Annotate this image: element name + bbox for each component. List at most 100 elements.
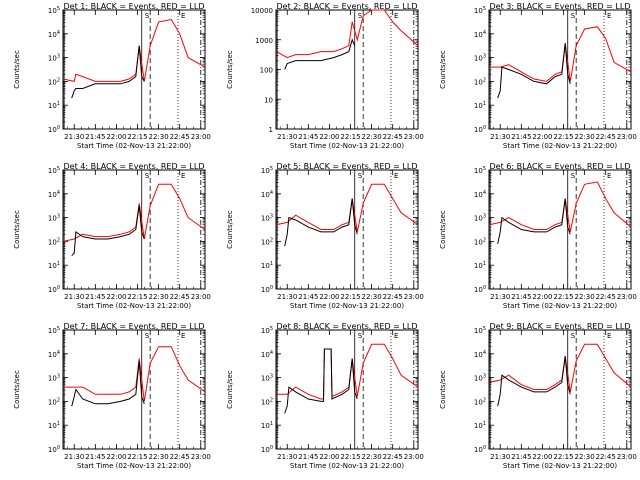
chart-title: Det 7: BLACK = Events, RED = LLD [64, 322, 205, 331]
y-tick-label: 101 [474, 261, 486, 270]
x-tick-label: 21:30 [277, 293, 297, 301]
y-tick-label: 105 [48, 166, 60, 175]
y-axis-label: Counts/sec [439, 210, 447, 249]
series-line-black [497, 198, 571, 244]
x-tick-label: 22:30 [362, 453, 382, 461]
marker-label-s: S [571, 332, 576, 340]
y-tick-label: 104 [48, 30, 60, 39]
x-tick-label: 22:45 [596, 133, 616, 141]
marker-label-e: E [181, 12, 185, 20]
marker-label-s: S [145, 12, 150, 20]
chart-panel-2: Det 2: BLACK = Events, RED = LLD 1 10 100 10… [226, 2, 424, 150]
x-tick-label: 22:00 [319, 293, 339, 301]
x-tick-label: 22:30 [362, 293, 382, 301]
x-tick-label: 22:15 [340, 133, 360, 141]
chart-title: Det 5: BLACK = Events, RED = LLD [277, 162, 418, 171]
x-tick-label: 21:30 [64, 293, 84, 301]
y-tick-label: 102 [48, 77, 60, 86]
y-tick-label: 10000 [251, 7, 273, 15]
marker-label-s: S [358, 172, 363, 180]
x-tick-label: 22:15 [127, 453, 147, 461]
x-axis-label: Start Time (02-Nov-13 21:22:00) [77, 142, 191, 150]
chart-title: Det 9: BLACK = Events, RED = LLD [490, 322, 631, 331]
x-tick-label: 22:45 [383, 453, 403, 461]
x-tick-label: 23:00 [191, 133, 211, 141]
y-tick-label: 103 [474, 374, 486, 383]
y-tick-label: 104 [48, 350, 60, 359]
series-line-black [284, 348, 358, 414]
y-tick-label: 101 [474, 421, 486, 430]
x-tick-label: 23:00 [617, 293, 637, 301]
y-tick-label: 104 [48, 190, 60, 199]
x-tick-label: 22:00 [106, 293, 126, 301]
y-axis-label: Counts/sec [226, 370, 234, 409]
marker-label-s: S [358, 12, 363, 20]
y-tick-label: 102 [261, 397, 273, 406]
y-tick-label: 101 [48, 261, 60, 270]
x-tick-label: 22:15 [553, 293, 573, 301]
x-tick-label: 22:00 [532, 453, 552, 461]
y-axis-label: Counts/sec [13, 210, 21, 249]
x-tick-label: 23:00 [617, 453, 637, 461]
x-tick-label: 22:45 [170, 133, 190, 141]
x-tick-label: 21:45 [511, 133, 531, 141]
x-tick-label: 21:45 [511, 453, 531, 461]
chart-panel-3: Det 3: BLACK = Events, RED = LLD 100 101 10… [439, 2, 637, 150]
y-tick-label: 104 [261, 350, 273, 359]
x-tick-label: 22:15 [340, 293, 360, 301]
x-tick-label: 23:00 [617, 133, 637, 141]
y-tick-label: 105 [261, 166, 273, 175]
y-tick-label: 105 [474, 6, 486, 15]
x-tick-label: 23:00 [191, 453, 211, 461]
x-tick-label: 21:30 [490, 453, 510, 461]
x-tick-label: 21:30 [490, 133, 510, 141]
x-tick-label: 22:15 [553, 453, 573, 461]
y-tick-label: 104 [261, 190, 273, 199]
y-tick-label: 104 [474, 190, 486, 199]
plot-frame [62, 329, 206, 450]
plot-frame [275, 329, 419, 450]
marker-label-s: S [358, 332, 363, 340]
x-tick-label: 22:45 [170, 293, 190, 301]
y-tick-label: 105 [48, 326, 60, 335]
x-tick-label: 22:30 [149, 293, 169, 301]
chart-panel-8: Det 8: BLACK = Events, RED = LLD 100 101 10… [226, 322, 424, 470]
chart-title: Det 4: BLACK = Events, RED = LLD [64, 162, 205, 171]
y-axis-label: Counts/sec [226, 50, 234, 89]
x-tick-label: 23:00 [404, 133, 424, 141]
x-tick-label: 23:00 [404, 293, 424, 301]
marker-label-s: S [571, 12, 576, 20]
x-tick-label: 22:30 [575, 453, 595, 461]
x-tick-label: 22:30 [149, 133, 169, 141]
y-tick-label: 101 [261, 421, 273, 430]
chart-panel-5: Det 5: BLACK = Events, RED = LLD 100 101 10… [226, 162, 424, 310]
x-tick-label: 22:00 [106, 453, 126, 461]
series-line-red [489, 26, 632, 82]
y-tick-label: 103 [48, 374, 60, 383]
series-line-black [284, 198, 358, 247]
x-tick-label: 22:30 [362, 133, 382, 141]
y-axis-label: Counts/sec [439, 50, 447, 89]
plot-frame [488, 329, 632, 450]
y-tick-label: 100 [48, 445, 60, 454]
series-line-red [489, 343, 632, 392]
y-tick-label: 100 [48, 285, 60, 294]
y-axis-label: Counts/sec [226, 210, 234, 249]
series-line-black [497, 356, 571, 407]
x-tick-label: 22:15 [127, 293, 147, 301]
y-tick-label: 102 [474, 237, 486, 246]
y-tick-label: 101 [474, 101, 486, 110]
chart-panel-1: Det 1: BLACK = Events, RED = LLD 100 101 10… [13, 2, 211, 150]
y-tick-label: 105 [474, 326, 486, 335]
y-tick-label: 104 [474, 30, 486, 39]
x-tick-label: 22:00 [532, 293, 552, 301]
y-tick-label: 103 [48, 214, 60, 223]
series-line-red [489, 181, 632, 233]
plot-frame [62, 9, 206, 130]
series-line-black [284, 38, 356, 70]
x-tick-label: 22:45 [170, 453, 190, 461]
x-tick-label: 21:45 [85, 293, 105, 301]
chart-panel-4: Det 4: BLACK = Events, RED = LLD 100 101 10… [13, 162, 211, 310]
plot-frame [275, 169, 419, 290]
